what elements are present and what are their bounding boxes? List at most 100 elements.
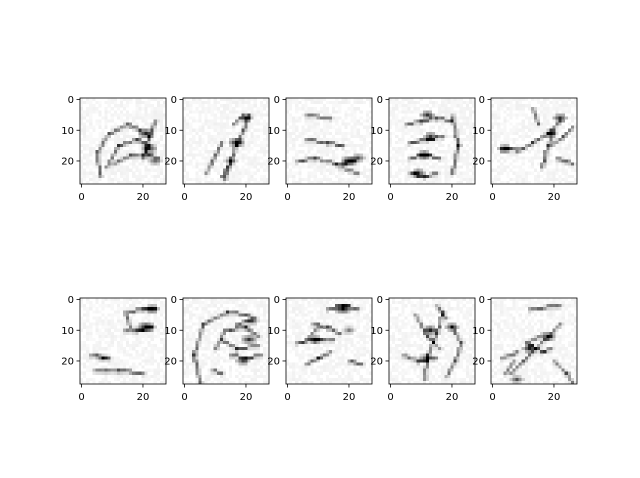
pixel bbox=[316, 316, 320, 320]
pixel bbox=[129, 368, 133, 372]
pixel bbox=[141, 162, 145, 166]
pixel bbox=[107, 104, 111, 108]
pixel bbox=[250, 131, 254, 135]
pixel bbox=[444, 101, 448, 105]
pixel bbox=[216, 313, 220, 317]
pixel bbox=[325, 131, 330, 135]
pixel bbox=[404, 344, 408, 348]
pixel bbox=[555, 128, 559, 132]
pixel bbox=[567, 107, 571, 111]
pixel bbox=[425, 301, 429, 305]
pixel bbox=[116, 165, 120, 169]
pixel bbox=[201, 171, 205, 175]
pixel bbox=[110, 165, 114, 169]
pixel bbox=[564, 174, 568, 178]
pixel bbox=[107, 162, 111, 166]
pixel bbox=[207, 168, 211, 172]
pixel bbox=[350, 322, 354, 326]
pixel bbox=[222, 359, 227, 363]
pixel bbox=[319, 141, 323, 145]
pixel bbox=[89, 368, 93, 372]
pixel bbox=[232, 307, 236, 311]
pixel bbox=[462, 113, 466, 117]
pixel bbox=[307, 119, 311, 123]
pixel bbox=[561, 113, 565, 117]
pixel bbox=[222, 128, 227, 132]
pixel bbox=[307, 147, 311, 151]
pixel bbox=[428, 180, 433, 185]
pixel bbox=[256, 110, 260, 114]
pixel bbox=[325, 150, 330, 154]
pixel bbox=[347, 377, 351, 381]
pixel bbox=[398, 141, 402, 145]
pixel bbox=[265, 98, 270, 102]
pixel bbox=[356, 128, 360, 132]
pixel bbox=[438, 125, 442, 129]
pixel bbox=[292, 325, 296, 329]
pixel bbox=[329, 356, 333, 360]
pixel bbox=[456, 347, 460, 351]
pixel bbox=[401, 119, 405, 123]
pixel bbox=[216, 347, 220, 351]
pixel bbox=[310, 331, 314, 335]
pixel bbox=[153, 156, 157, 160]
pixel bbox=[210, 359, 214, 363]
pixel bbox=[129, 168, 133, 172]
pixel bbox=[213, 298, 217, 302]
pixel bbox=[459, 180, 463, 185]
pixel bbox=[404, 171, 408, 175]
pixel bbox=[126, 165, 130, 169]
pixel bbox=[86, 113, 90, 117]
pixel bbox=[413, 141, 417, 145]
pixel bbox=[459, 137, 463, 142]
pixel bbox=[356, 171, 360, 175]
pixel bbox=[162, 337, 167, 342]
pixel bbox=[447, 113, 451, 117]
pixel bbox=[338, 110, 342, 114]
pixel bbox=[107, 177, 111, 181]
pixel bbox=[229, 131, 233, 135]
pixel bbox=[183, 162, 187, 166]
pixel bbox=[229, 137, 233, 142]
pixel bbox=[295, 362, 299, 366]
pixel bbox=[335, 337, 339, 342]
pixel bbox=[138, 134, 142, 138]
pixel bbox=[295, 371, 299, 375]
pixel bbox=[432, 316, 436, 320]
pixel bbox=[325, 110, 330, 114]
y-tick-label: 0 bbox=[171, 295, 177, 306]
pixel bbox=[123, 325, 127, 329]
pixel bbox=[135, 101, 139, 105]
pixel bbox=[389, 125, 393, 129]
pixel bbox=[156, 107, 160, 111]
pixel bbox=[132, 122, 136, 126]
pixel bbox=[153, 307, 157, 311]
pixel bbox=[425, 334, 429, 338]
y-tick-label: 0 bbox=[68, 95, 74, 106]
pixel bbox=[235, 322, 239, 326]
pixel bbox=[537, 147, 541, 151]
pixel bbox=[104, 134, 108, 138]
pixel bbox=[116, 362, 120, 366]
pixel bbox=[253, 365, 257, 369]
pixel bbox=[186, 107, 190, 111]
pixel bbox=[356, 153, 360, 157]
pixel bbox=[441, 107, 445, 111]
pixel bbox=[95, 137, 99, 142]
pixel bbox=[465, 150, 469, 154]
pixel bbox=[350, 328, 354, 332]
pixel bbox=[491, 104, 495, 108]
pixel bbox=[419, 122, 423, 126]
pixel bbox=[295, 104, 299, 108]
pixel bbox=[564, 101, 568, 105]
pixel bbox=[395, 134, 399, 138]
pixel bbox=[350, 344, 354, 348]
y-tick-label: 0 bbox=[479, 95, 485, 106]
pixel bbox=[89, 356, 93, 360]
pixel bbox=[316, 344, 320, 348]
pixel bbox=[419, 301, 423, 305]
pixel bbox=[509, 110, 513, 114]
pixel bbox=[362, 298, 366, 302]
pixel bbox=[101, 331, 105, 335]
pixel bbox=[238, 307, 242, 311]
